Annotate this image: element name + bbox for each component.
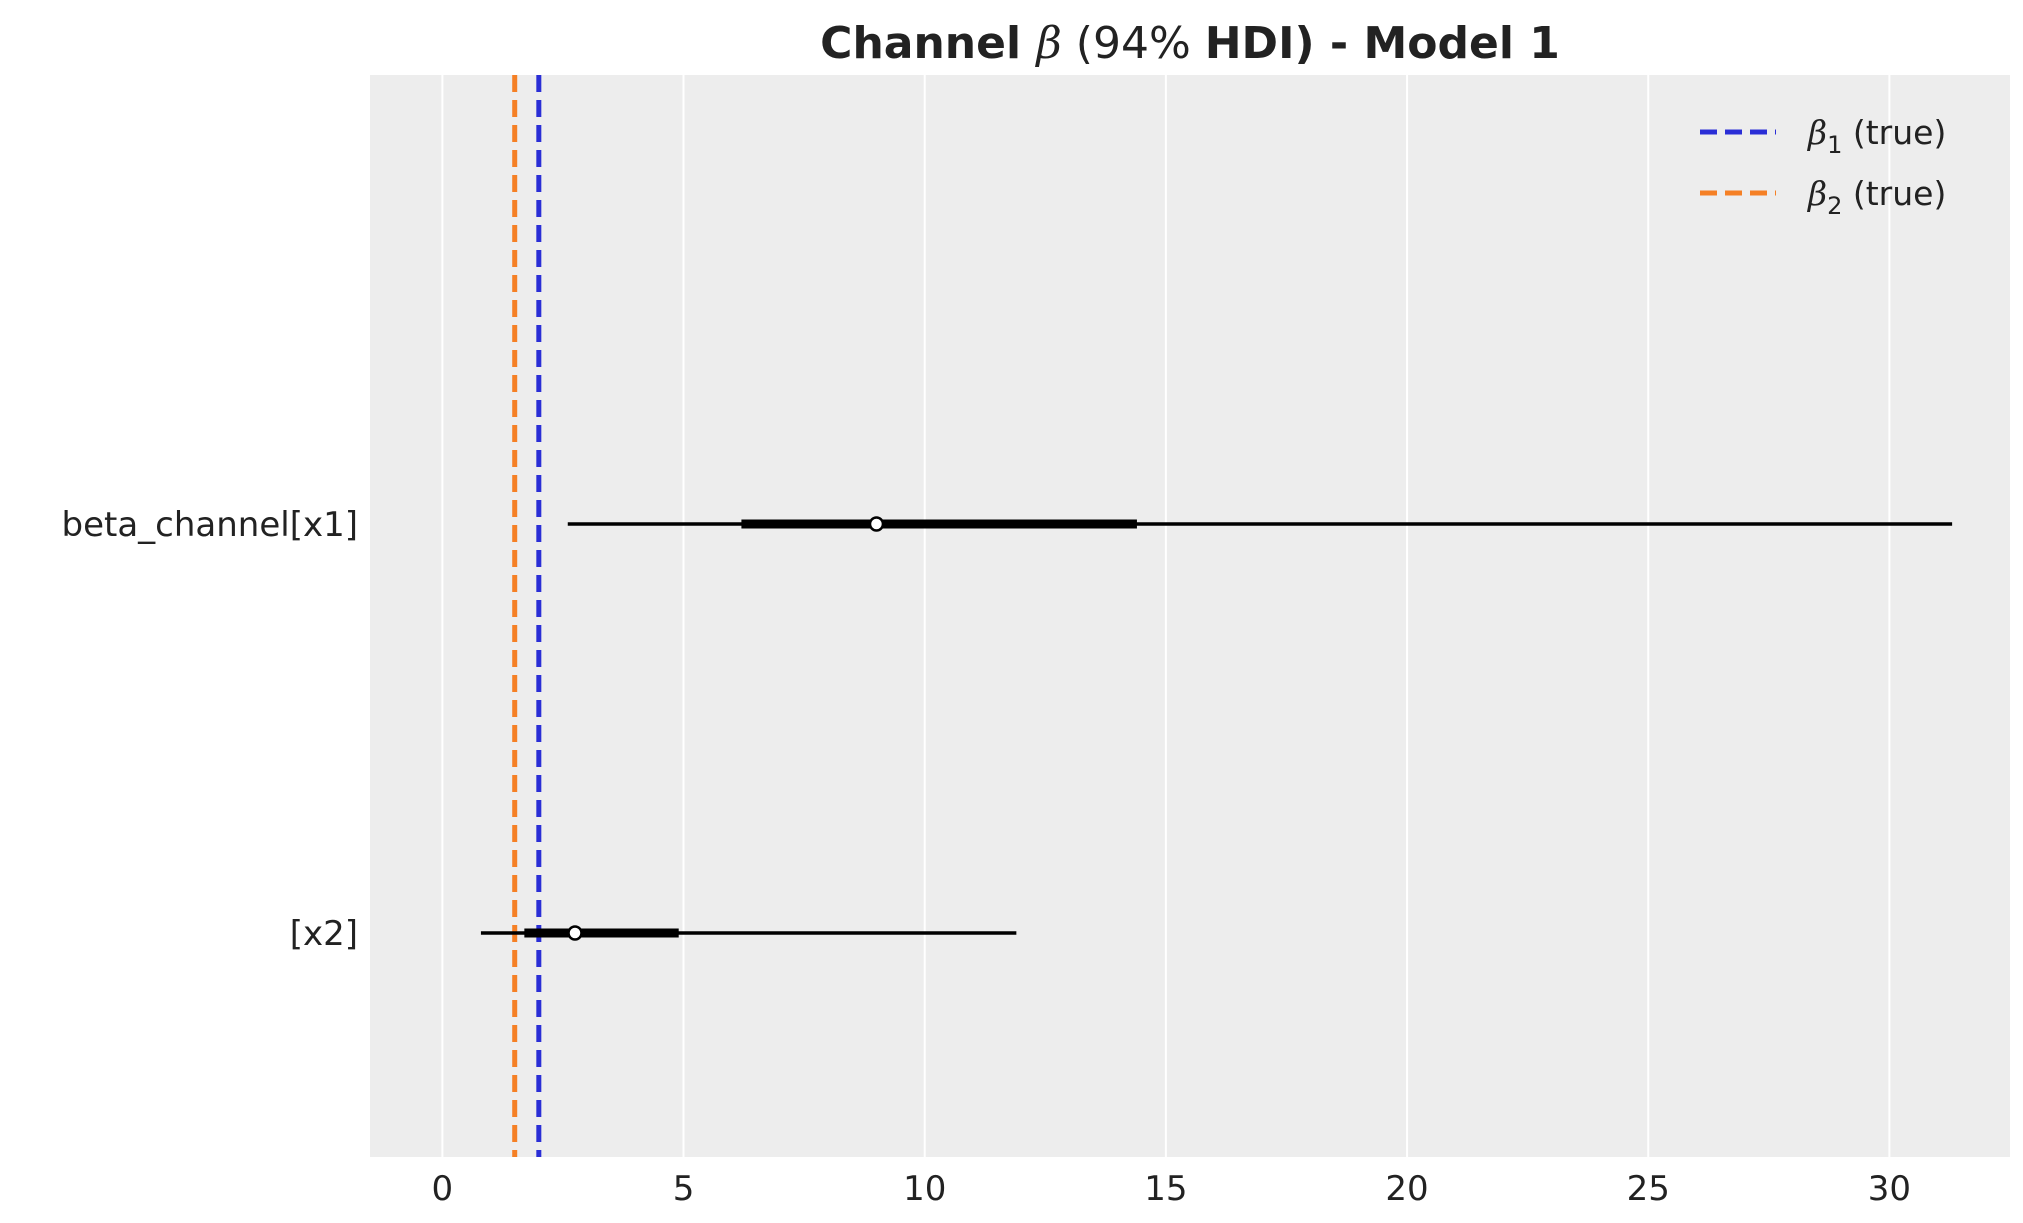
median-point-2	[567, 925, 583, 941]
x-tick-labels: 0 5 10 15 20 25 30	[432, 1169, 1912, 1209]
x-tick-label-2: 10	[903, 1169, 946, 1209]
x-tick-label-0: 0	[432, 1169, 454, 1209]
x-tick-label-3: 15	[1144, 1169, 1187, 1209]
legend: β1 (true) β2 (true)	[1700, 113, 1946, 220]
x-tick-label-5: 25	[1627, 1169, 1670, 1209]
legend-label-2: β2 (true)	[1806, 174, 1946, 220]
plot-area	[370, 75, 2010, 1157]
y-tick-label-1: beta_channel[x1]	[62, 505, 359, 545]
x-tick-label-4: 20	[1385, 1169, 1428, 1209]
chart-title-symbol: β	[1034, 18, 1061, 69]
credible-intervals	[480, 516, 1953, 941]
grid-lines	[441, 75, 1891, 1157]
chart-title-prefix: Channel	[820, 18, 1036, 69]
chart-title-suffix: HDI) - Model 1	[1205, 18, 1560, 69]
x-tick-label-6: 30	[1868, 1169, 1911, 1209]
chart-title: Channel β (94% HDI) - Model 1	[820, 18, 1560, 69]
median-point-1	[868, 516, 885, 532]
chart-title-middle: (94%	[1062, 18, 1205, 69]
y-tick-label-2: [x2]	[290, 914, 358, 954]
legend-label-1: β1 (true)	[1806, 113, 1946, 159]
y-tick-labels: beta_channel[x1] [x2]	[62, 505, 359, 954]
x-tick-label-1: 5	[673, 1169, 695, 1209]
reference-lines	[512, 75, 542, 1157]
